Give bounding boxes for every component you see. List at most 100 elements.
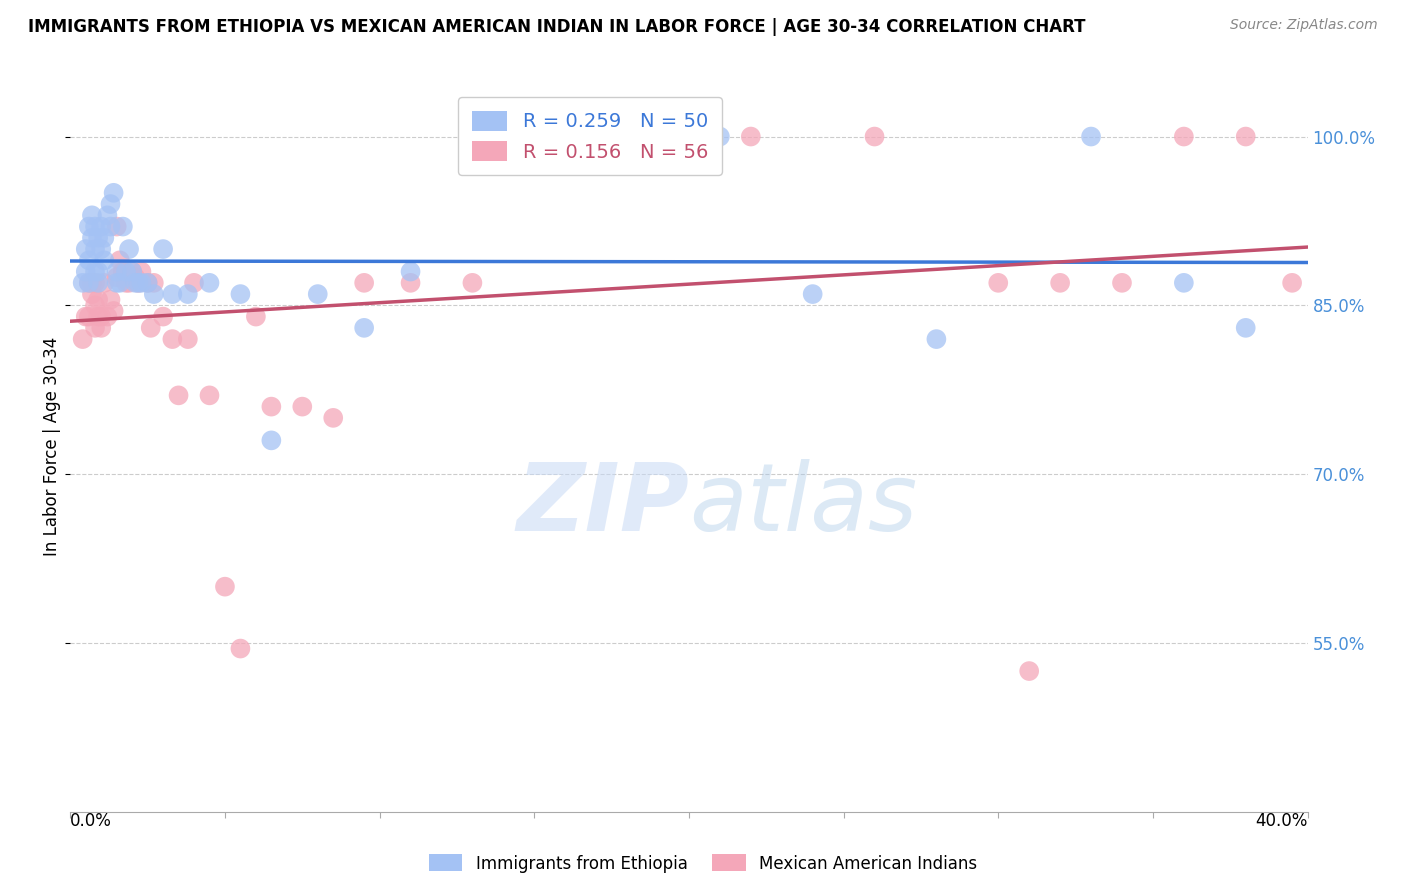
Point — [1049, 276, 1071, 290]
Point — [162, 332, 184, 346]
Point — [80, 231, 103, 245]
Point — [87, 310, 110, 324]
Y-axis label: In Labor Force | Age 30-34: In Labor Force | Age 30-34 — [44, 336, 62, 556]
Point — [103, 186, 125, 200]
Point — [100, 197, 122, 211]
Point — [461, 276, 484, 290]
Point — [136, 276, 159, 290]
Point — [84, 298, 107, 312]
Point — [87, 264, 110, 278]
Point — [87, 276, 110, 290]
Point — [399, 264, 422, 278]
Point — [108, 276, 131, 290]
Point — [75, 242, 97, 256]
Point — [198, 388, 221, 402]
Text: IMMIGRANTS FROM ETHIOPIA VS MEXICAN AMERICAN INDIAN IN LABOR FORCE | AGE 30-34 C: IMMIGRANTS FROM ETHIOPIA VS MEXICAN AMER… — [28, 18, 1085, 36]
Point — [90, 321, 112, 335]
Point — [108, 253, 131, 268]
Point — [152, 242, 174, 256]
Point — [142, 287, 165, 301]
Point — [183, 276, 205, 290]
Legend: R = 0.259   N = 50, R = 0.156   N = 56: R = 0.259 N = 50, R = 0.156 N = 56 — [458, 97, 721, 176]
Point — [96, 208, 118, 222]
Point — [229, 641, 252, 656]
Point — [90, 219, 112, 234]
Point — [115, 276, 138, 290]
Point — [80, 276, 103, 290]
Point — [80, 287, 103, 301]
Text: 40.0%: 40.0% — [1256, 812, 1308, 830]
Text: Source: ZipAtlas.com: Source: ZipAtlas.com — [1230, 18, 1378, 32]
Point — [127, 276, 149, 290]
Point — [105, 276, 128, 290]
Point — [93, 276, 115, 290]
Point — [162, 287, 184, 301]
Point — [863, 129, 886, 144]
Point — [93, 231, 115, 245]
Point — [177, 332, 200, 346]
Point — [214, 580, 236, 594]
Point — [1080, 129, 1102, 144]
Point — [1173, 129, 1195, 144]
Point — [538, 129, 561, 144]
Point — [121, 264, 143, 278]
Point — [115, 264, 138, 278]
Point — [127, 276, 149, 290]
Point — [111, 219, 134, 234]
Point — [121, 264, 143, 278]
Point — [631, 129, 654, 144]
Point — [399, 276, 422, 290]
Point — [77, 276, 100, 290]
Point — [105, 270, 128, 285]
Text: 0.0%: 0.0% — [70, 812, 112, 830]
Point — [740, 129, 762, 144]
Point — [198, 276, 221, 290]
Point — [291, 400, 314, 414]
Point — [90, 310, 112, 324]
Point — [111, 264, 134, 278]
Point — [1018, 664, 1040, 678]
Point — [72, 332, 94, 346]
Point — [77, 253, 100, 268]
Point — [260, 400, 283, 414]
Point — [987, 276, 1010, 290]
Point — [136, 276, 159, 290]
Point — [709, 129, 731, 144]
Point — [75, 310, 97, 324]
Point — [77, 276, 100, 290]
Text: ZIP: ZIP — [516, 458, 689, 550]
Point — [103, 304, 125, 318]
Point — [124, 276, 146, 290]
Point — [554, 129, 576, 144]
Point — [84, 264, 107, 278]
Point — [105, 219, 128, 234]
Point — [77, 219, 100, 234]
Point — [100, 293, 122, 307]
Point — [77, 310, 100, 324]
Point — [90, 242, 112, 256]
Point — [124, 270, 146, 285]
Point — [142, 276, 165, 290]
Point — [307, 287, 329, 301]
Point — [177, 287, 200, 301]
Point — [100, 219, 122, 234]
Text: atlas: atlas — [689, 459, 917, 550]
Point — [84, 276, 107, 290]
Point — [1111, 276, 1133, 290]
Point — [84, 242, 107, 256]
Point — [131, 264, 153, 278]
Point — [1281, 276, 1303, 290]
Point — [105, 264, 128, 278]
Point — [353, 276, 375, 290]
Point — [139, 321, 162, 335]
Point — [80, 208, 103, 222]
Point — [96, 310, 118, 324]
Point — [229, 287, 252, 301]
Point — [260, 434, 283, 448]
Point — [167, 388, 190, 402]
Point — [72, 276, 94, 290]
Point — [118, 242, 141, 256]
Point — [1234, 321, 1257, 335]
Point — [801, 287, 824, 301]
Point — [1173, 276, 1195, 290]
